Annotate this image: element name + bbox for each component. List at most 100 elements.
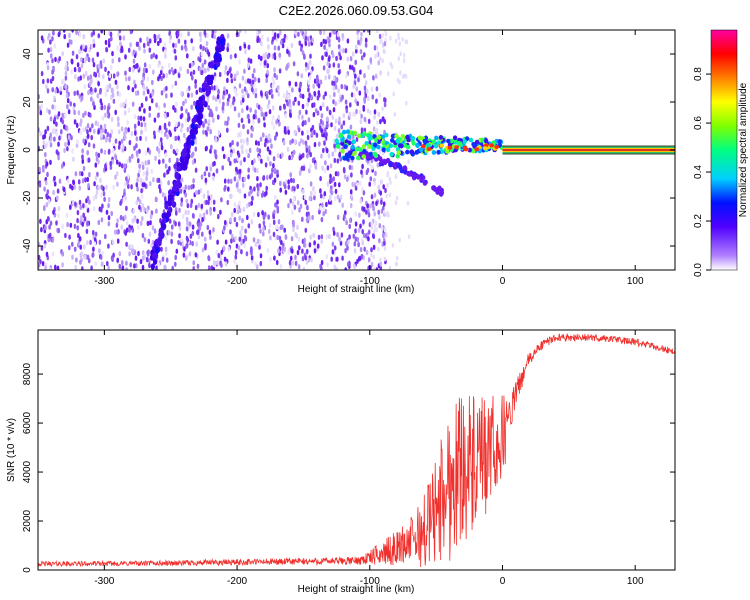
spectrogram-noise-cell <box>238 236 242 242</box>
spectrogram-noise-cell <box>48 224 51 230</box>
spectrogram-noise-cell <box>212 117 215 123</box>
spectrogram-noise-cell <box>240 117 244 123</box>
spectrogram-noise-cell <box>109 164 113 170</box>
spectrogram-noise-cell <box>111 256 114 262</box>
spectrogram-noise-cell <box>375 267 379 270</box>
spectrogram-noise-cell <box>267 44 270 50</box>
spectrogram-noise-cell <box>297 264 301 270</box>
spectrogram-noise-cell <box>325 51 328 58</box>
spectrogram-noise-cell <box>139 115 143 121</box>
spectrogram-noise-cell <box>122 101 125 107</box>
spectrogram-noise-cell <box>246 129 250 135</box>
spectrogram-noise-cell <box>353 248 357 254</box>
spectrogram-signal-cell <box>376 135 382 140</box>
spectrogram-noise-cell <box>104 39 108 46</box>
spectrogram-track-cell <box>161 217 167 224</box>
spectrogram-noise-cell <box>319 205 322 211</box>
spectrogram-noise-cell <box>293 129 297 135</box>
spectrogram-noise-cell <box>228 93 231 99</box>
spectrogram-noise-cell <box>372 75 375 81</box>
spectrogram-noise-cell <box>382 205 385 211</box>
spectrogram-noise-cell <box>123 167 127 173</box>
spectrogram-noise-cell <box>331 53 335 59</box>
spectrogram-noise-cell <box>88 81 92 87</box>
spectrogram-track-cell <box>192 116 198 123</box>
spectrogram-noise-cell <box>141 216 144 222</box>
spectrogram-noise-cell <box>361 186 364 192</box>
spectrogram-noise-cell <box>92 206 96 212</box>
spectrogram-noise-cell <box>316 110 320 116</box>
spectrogram-noise-cell <box>379 119 382 125</box>
spectrogram-noise-cell <box>373 267 376 270</box>
spectrogram-noise-cell <box>194 252 198 258</box>
spectrogram-noise-cell <box>180 177 184 183</box>
spectrogram-branch-cell <box>392 164 398 170</box>
spectrogram-noise-cell <box>191 159 195 165</box>
spectrogram-noise-cell <box>226 46 229 53</box>
colorbar-tick-label: 0.8 <box>693 67 704 81</box>
spectrogram-noise-cell <box>53 175 56 182</box>
spectrogram-noise-cell <box>253 158 256 164</box>
spectrogram-noise-cell <box>218 71 222 78</box>
spectrogram-noise-cell <box>73 67 77 73</box>
spectrogram-track-cell <box>167 200 173 207</box>
spectrogram-noise-cell <box>354 185 358 191</box>
spectrogram-noise-cell <box>104 91 108 97</box>
spectrogram-noise-cell <box>45 84 48 90</box>
spectrogram-signal-cell <box>341 129 347 135</box>
spectrogram-noise-cell <box>312 112 316 118</box>
spectrogram-noise-cell <box>279 30 282 36</box>
spectrogram-noise-cell <box>246 62 250 68</box>
spectrogram-track-cell <box>161 222 167 230</box>
spectrogram-branch-cell <box>439 190 444 196</box>
spectrogram-noise-cell <box>238 59 241 65</box>
spectrogram-noise-cell <box>167 180 170 186</box>
spectrogram-noise-cell <box>176 157 179 163</box>
spectrogram-noise-cell <box>174 80 178 86</box>
spectrogram-noise-cell <box>240 249 243 255</box>
spectrogram-noise-cell <box>356 101 360 107</box>
spectrogram-signal-cell <box>438 135 444 140</box>
spectrogram-noise-cell <box>335 55 338 62</box>
spectrogram-noise-cell <box>131 87 135 93</box>
spectrogram-noise-cell <box>182 100 185 107</box>
spectrogram-noise-cell <box>103 196 106 202</box>
spectrogram-noise-cell <box>135 182 139 188</box>
spectrogram-noise-cell <box>337 37 341 43</box>
spectrogram-noise-cell <box>66 222 69 228</box>
spectrogram-noise-cell <box>155 265 158 270</box>
spectrogram-noise-cell <box>355 48 358 54</box>
colorbar-label: Normalized spectral amplitude <box>738 82 749 217</box>
spectrogram-noise-cell <box>305 147 309 153</box>
spectrogram-noise-cell <box>334 101 337 107</box>
spectrogram-noise-cell <box>370 220 373 226</box>
spectrogram-noise-cell <box>53 136 56 142</box>
spectrogram-noise-cell <box>110 36 113 42</box>
spectrogram-noise-cell <box>306 153 309 159</box>
spectrogram-noise-cell <box>207 66 210 72</box>
spectrogram-noise-cell <box>235 221 239 228</box>
spectrogram-noise-cell <box>67 140 70 146</box>
spectrogram-noise-cell <box>139 220 143 226</box>
spectrogram-noise-cell <box>363 73 366 79</box>
spectrogram-noise-cell <box>138 199 142 205</box>
spectrogram-noise-cell <box>296 200 300 206</box>
spectrogram-noise-cell <box>163 49 167 55</box>
spectrogram-noise-cell <box>371 233 375 239</box>
spectrogram-noise-cell <box>142 250 145 256</box>
spectrogram-noise-cell <box>134 255 138 261</box>
spectrogram-noise-cell <box>261 210 264 216</box>
spectrogram-noise-cell <box>303 237 307 243</box>
spectrogram-peak-cell <box>494 145 500 149</box>
spectrogram-noise-cell <box>197 234 201 240</box>
spectrogram-noise-cell <box>72 156 75 162</box>
spectrogram-noise-cell <box>302 188 305 195</box>
spectrogram-noise-cell <box>231 140 234 146</box>
spectrogram-noise-cell <box>90 43 93 50</box>
spectrogram-noise-cell <box>276 234 280 241</box>
spectrogram-noise-cell <box>388 192 392 198</box>
spectrogram-noise-cell <box>158 159 161 165</box>
spectrogram-noise-cell <box>368 139 372 145</box>
spectrogram-noise-cell <box>154 196 158 202</box>
spectrogram-noise-cell <box>94 162 98 168</box>
